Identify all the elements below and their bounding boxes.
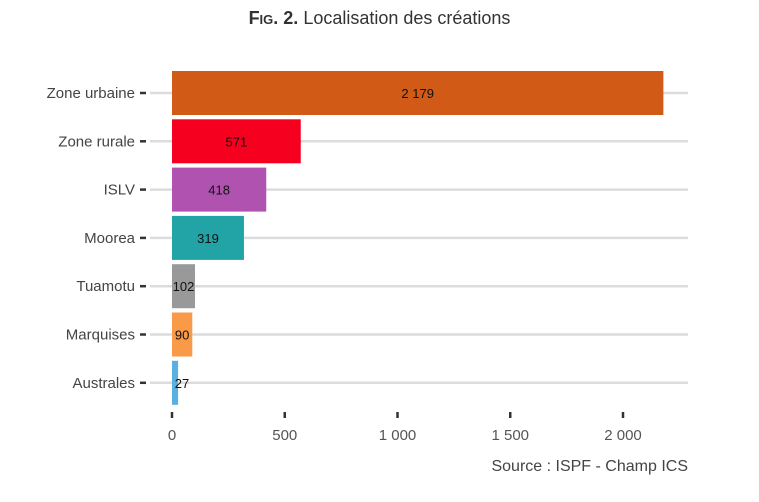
data-label: 102: [173, 279, 195, 294]
data-label: 90: [175, 328, 189, 343]
bar: [172, 215, 244, 260]
x-tick-label: 1 000: [379, 427, 417, 444]
category-label: Zone rurale: [58, 133, 135, 150]
bar: [172, 71, 664, 115]
bar: [172, 167, 267, 212]
x-tick-label: 500: [272, 427, 297, 444]
category-label: Tuamotu: [76, 278, 135, 295]
category-label: Zone urbaine: [47, 85, 135, 102]
figure-number: Fig. 2.: [248, 8, 299, 28]
category-label: ISLV: [104, 182, 135, 199]
data-label: 319: [197, 231, 219, 246]
title-text: Localisation des créations: [303, 8, 511, 28]
bar: [172, 119, 301, 164]
data-label: 571: [226, 134, 248, 149]
category-label: Moorea: [84, 230, 136, 247]
x-tick-label: 2 000: [604, 427, 642, 444]
bar: [172, 264, 196, 309]
x-tick-label: 0: [168, 427, 176, 444]
bar: [172, 312, 193, 357]
chart-title: Fig. 2. Localisation des créations: [0, 8, 759, 29]
data-label: 2 179: [401, 86, 434, 101]
data-label: 27: [175, 376, 189, 391]
bar: [172, 360, 179, 405]
data-label: 418: [208, 183, 230, 198]
category-label: Australes: [72, 375, 135, 392]
x-tick-label: 1 500: [491, 427, 529, 444]
source-note: Source : ISPF - Champ ICS: [491, 458, 688, 475]
category-label: Marquises: [66, 327, 135, 344]
